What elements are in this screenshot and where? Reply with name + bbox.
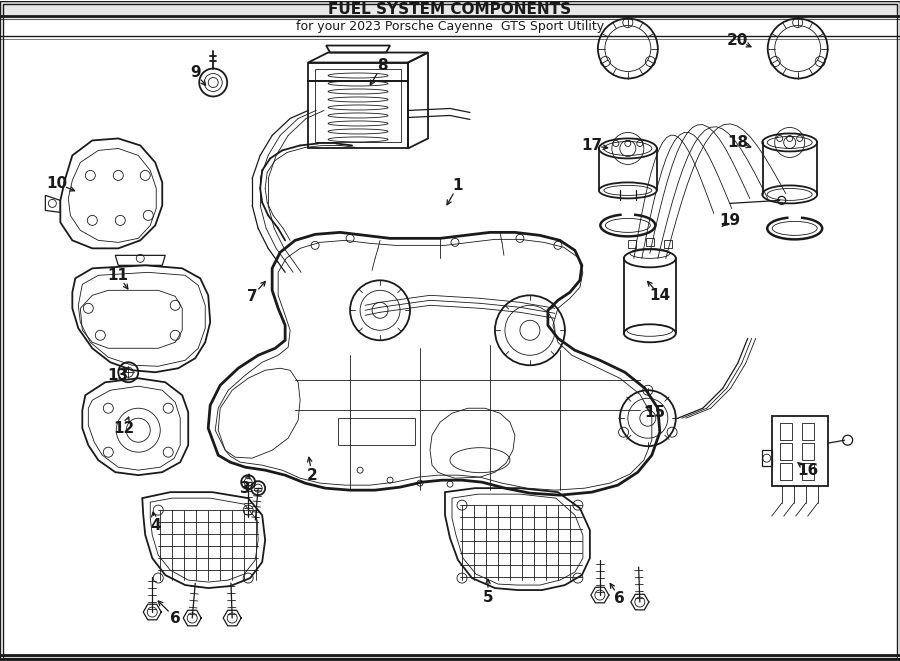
- Text: 6: 6: [170, 611, 181, 625]
- Text: 8: 8: [377, 58, 387, 73]
- Text: 19: 19: [719, 213, 741, 228]
- Circle shape: [208, 77, 218, 87]
- Text: 13: 13: [108, 368, 129, 383]
- Text: 18: 18: [727, 135, 748, 150]
- Text: 3: 3: [240, 481, 250, 496]
- Text: 7: 7: [247, 289, 257, 304]
- Text: 5: 5: [482, 590, 493, 605]
- Text: for your 2023 Porsche Cayenne  GTS Sport Utility: for your 2023 Porsche Cayenne GTS Sport …: [296, 20, 604, 33]
- Text: 14: 14: [649, 288, 670, 303]
- Text: 17: 17: [581, 138, 602, 153]
- Bar: [0, 1, 900, 19]
- Text: 6: 6: [615, 590, 626, 605]
- Text: 2: 2: [307, 468, 318, 483]
- Text: 4: 4: [150, 518, 160, 533]
- Text: 1: 1: [453, 178, 464, 193]
- Text: 11: 11: [108, 268, 129, 283]
- Text: 16: 16: [797, 463, 818, 478]
- Text: 12: 12: [113, 420, 135, 436]
- Text: FUEL SYSTEM COMPONENTS: FUEL SYSTEM COMPONENTS: [328, 2, 572, 17]
- Text: 20: 20: [727, 33, 749, 48]
- Text: 15: 15: [644, 405, 665, 420]
- Text: 9: 9: [190, 65, 201, 80]
- Text: 10: 10: [47, 176, 68, 191]
